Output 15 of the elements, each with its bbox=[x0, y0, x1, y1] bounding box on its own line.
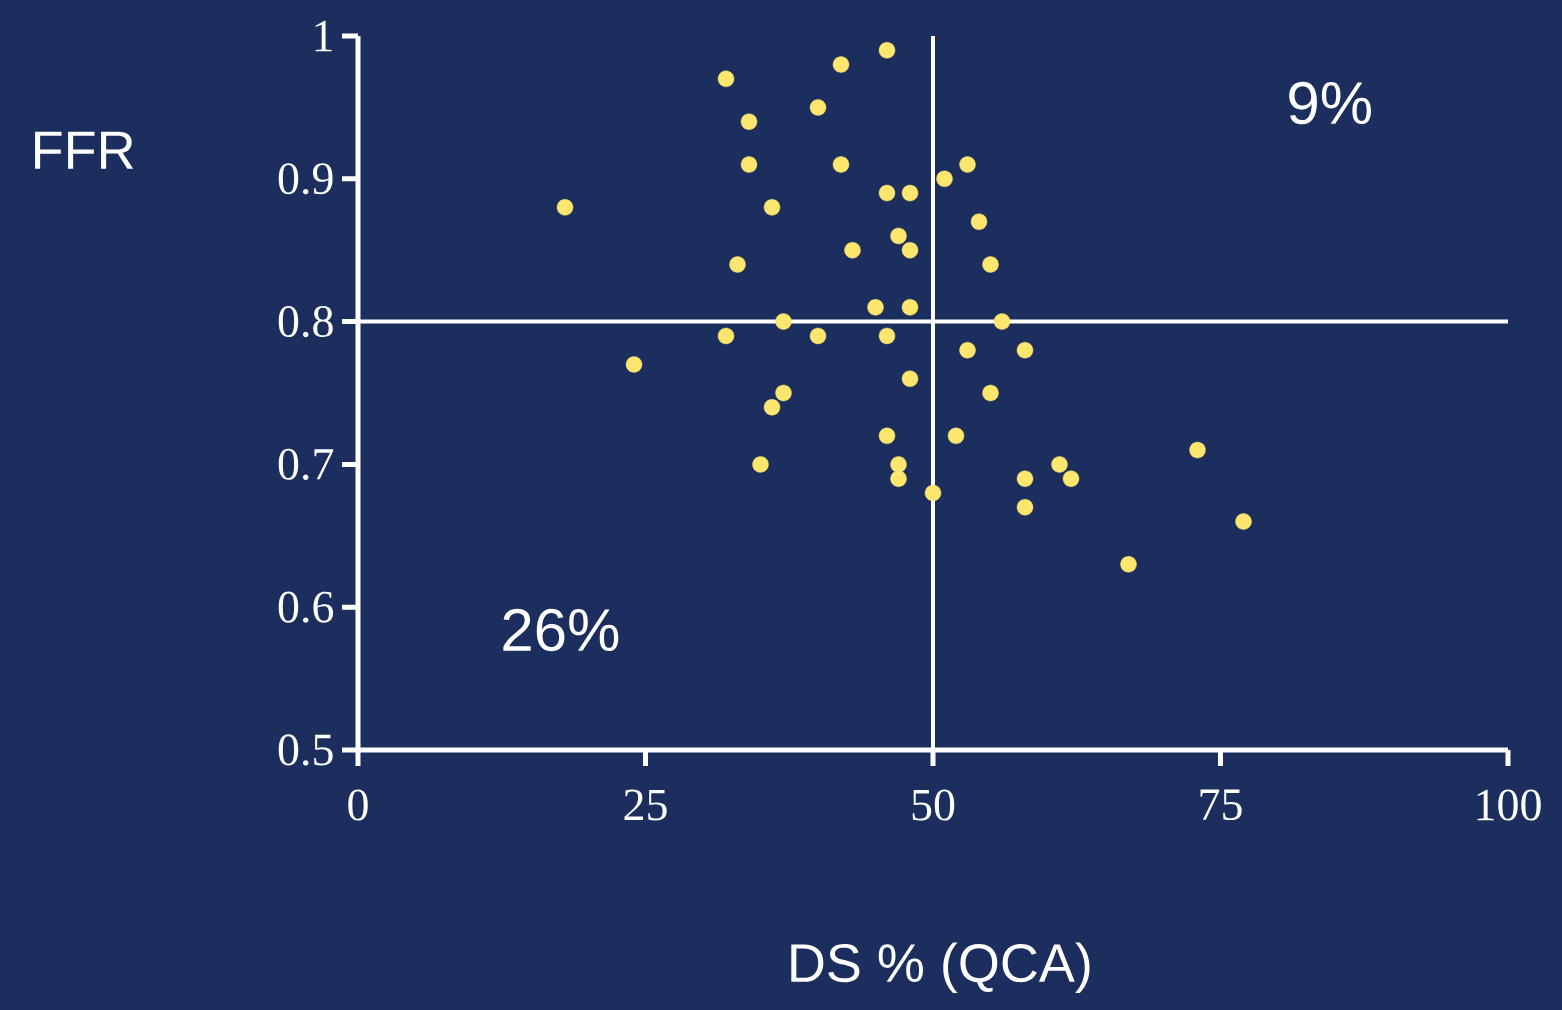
x-tick-label: 50 bbox=[912, 789, 955, 821]
x-tick-label: 100 bbox=[1477, 789, 1541, 821]
y-tick-label: 0.5 bbox=[278, 734, 333, 766]
y-tick-label: 0.6 bbox=[278, 591, 334, 623]
y-tick-label: 0.9 bbox=[278, 163, 333, 195]
y-axis-title: FFR bbox=[35, 131, 134, 169]
x-tick-label: 25 bbox=[624, 789, 667, 821]
x-tick-label: 75 bbox=[1200, 789, 1242, 821]
annotation: 26% bbox=[503, 608, 619, 652]
y-tick-label: 0.8 bbox=[278, 305, 333, 338]
y-tick-label: 1 bbox=[315, 20, 332, 52]
y-tick-label: 0.7 bbox=[278, 448, 334, 481]
x-axis-title: DS % (QCA) bbox=[791, 942, 1090, 993]
annotation: 9% bbox=[1289, 81, 1371, 125]
x-tick-label: 0 bbox=[348, 789, 368, 821]
